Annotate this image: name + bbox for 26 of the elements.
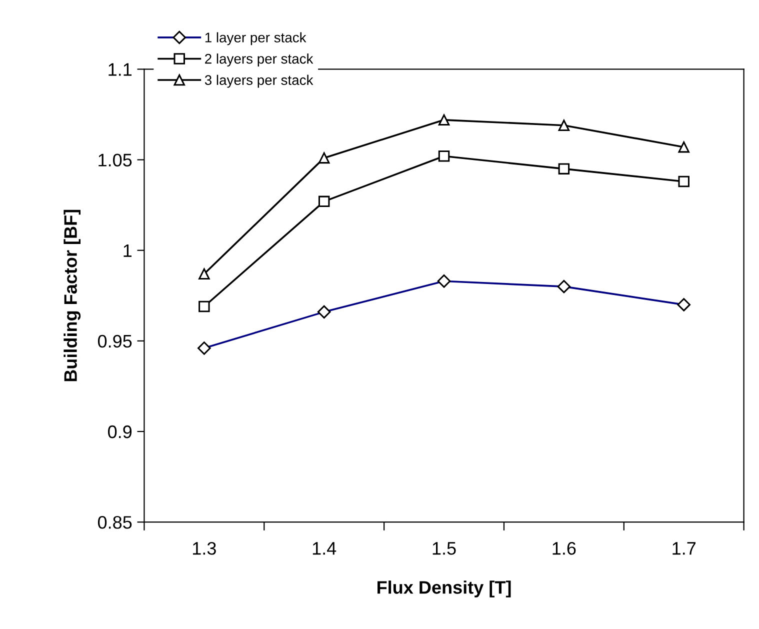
point [198, 300, 210, 312]
point [558, 120, 570, 131]
legend-label: 3 layers per stack [204, 74, 314, 88]
y-tick-label: 1 [124, 244, 132, 257]
y-tick-label: 1.1 [108, 63, 132, 76]
legend-label: 1 layer per stack [205, 32, 306, 46]
point [318, 152, 330, 164]
x-axis-title: Flux Density [T] [378, 580, 511, 598]
point [558, 163, 570, 174]
point [318, 196, 330, 208]
point [678, 176, 690, 188]
point [438, 114, 450, 126]
y-tick-label: 0.9 [108, 425, 132, 438]
x-tick-label: 1.5 [432, 542, 456, 555]
y-tick-label: 0.85 [98, 516, 132, 529]
point [678, 141, 690, 153]
y-tick-label: 0.95 [98, 334, 132, 348]
point [198, 268, 210, 280]
y-axis-title: Building Factor [BF] [64, 210, 81, 382]
x-tick-label: 1.6 [552, 542, 576, 555]
x-tick-label: 1.7 [672, 542, 696, 555]
x-tick-label: 1.3 [193, 542, 216, 555]
legend-label: 2 layers per stack [205, 54, 314, 66]
y-tick-label: 1.05 [98, 154, 132, 166]
point [438, 150, 450, 162]
x-tick-label: 1.4 [312, 542, 336, 555]
